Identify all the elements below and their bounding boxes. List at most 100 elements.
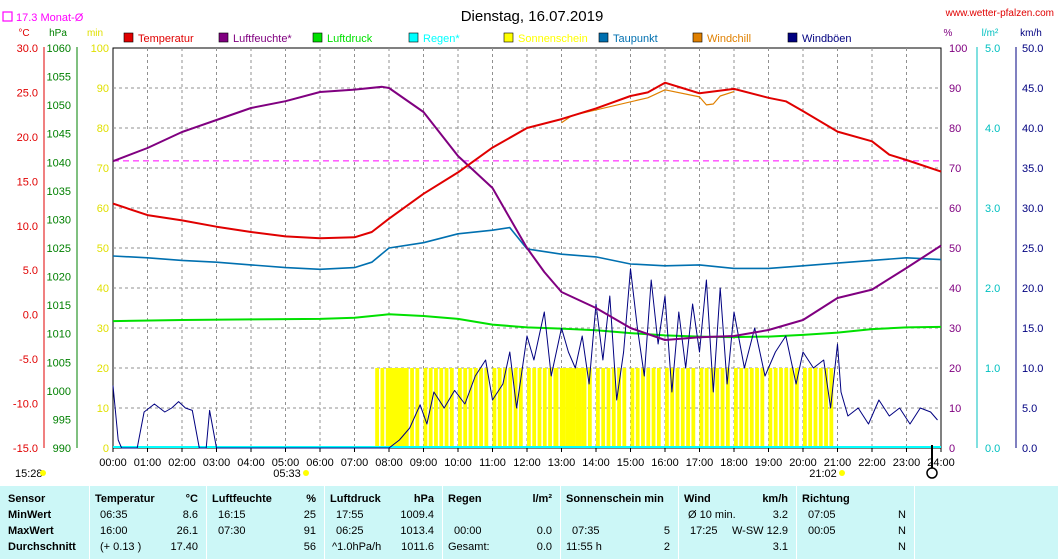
max-wind-value: 12.9 [766,525,788,537]
sunshine-bar [606,368,611,448]
rain-tick-label: 3.0 [985,203,1000,215]
sunshine-bar [725,368,730,448]
sunshine-bar [434,368,438,448]
min-hum-time: 16:15 [218,509,246,521]
x-tick-label: 22:00 [858,457,886,469]
sun-total-hours: 11:55 h [566,541,602,553]
wind-tick-label: 45.0 [1022,83,1043,95]
sunshine-bar [699,368,704,448]
sunshine-bar [404,368,409,448]
rain-unit: l/m² [982,28,999,39]
humidity-line [112,85,942,341]
x-tick-label: 02:00 [168,457,196,469]
legend-swatch [598,32,609,43]
sunshine-bar [665,368,669,448]
min-press-time: 17:55 [336,509,364,521]
pressure-tick-label: 1010 [47,329,71,341]
sunshine-bar [554,368,559,448]
temperature-unit: °C [18,28,29,39]
sunshine-bar [824,368,828,448]
wind-avg-value: 3.2 [772,509,788,521]
monthly-average-label: 17.3 Monat-Ø [16,12,84,24]
sunshine-bar [518,368,523,448]
legend-label: Windchill [707,33,751,45]
header-humidity: Luftfeuchte [212,493,272,505]
sunrise-icon [303,470,309,476]
header-sensor: Sensor [8,493,46,505]
sunshine-bar [720,368,725,448]
legend-label: Temperatur [138,33,194,45]
monthly-average-legend-box [2,11,13,22]
max-hum-value: 91 [303,525,316,537]
sunshine-bar [410,368,414,448]
humidity-tick-label: 10 [949,403,961,415]
sunshine-bar [622,368,627,448]
temperature-tick-label: -15.0 [13,443,38,455]
sunshine-tick-label: 0 [103,443,109,455]
sunshine-bar [380,368,385,448]
legend-swatch [123,32,134,43]
temperature-tick-label: 25.0 [17,87,38,99]
humidity-tick-label: 0 [949,443,955,455]
sunshine-tick-label: 40 [97,283,109,295]
header-pressure: Luftdruck [330,493,381,505]
x-tick-label: 01:00 [134,457,162,469]
wind-tick-label: 40.0 [1022,123,1043,135]
wind-tick-label: 50.0 [1022,43,1043,55]
wind-tick-label: 25.0 [1022,243,1043,255]
pressure-tick-label: 1000 [47,386,71,398]
wind-tick-label: 0.0 [1022,443,1037,455]
chart-series [112,81,942,449]
sunshine-bar [468,368,473,448]
sunshine-bar [548,368,552,448]
column-divider [206,486,207,559]
sunshine-bar [566,368,571,448]
x-tick-label: 10:00 [444,457,472,469]
sunshine-bar [808,368,813,448]
avg-press-value: 1011.6 [401,541,434,553]
sunshine-bar [449,368,454,448]
sunshine-tick-label: 100 [91,43,109,55]
max-rain-time: 00:00 [454,525,482,537]
rain-tick-label: 4.0 [985,123,1000,135]
sunshine-bar [773,368,778,448]
sunshine-bar [675,368,680,448]
sunshine-bar [415,368,420,448]
sunshine-bar [375,368,379,448]
x-tick-label: 00:00 [99,457,127,469]
sunshine-bar [784,368,789,448]
pressure-line [112,313,942,339]
pressure-tick-label: 1040 [47,157,71,169]
temperature-tick-label: 5.0 [23,265,38,277]
legend-swatch [692,32,703,43]
column-divider [914,486,915,559]
sunshine-bar [680,368,685,448]
temperature-tick-label: 20.0 [17,132,38,144]
legend-label: Sonnenschein [518,33,588,45]
x-tick-label: 23:00 [893,457,921,469]
sunshine-tick-label: 50 [97,243,109,255]
temperature-tick-label: -10.0 [13,399,38,411]
x-tick-label: 18:00 [720,457,748,469]
temperature-tick-label: 0.0 [23,310,38,322]
sunshine-bar [734,368,738,448]
wind-unit: km/h [1020,28,1042,39]
humidity-tick-label: 50 [949,243,961,255]
avg-hum-value: 56 [303,541,316,553]
x-tick-label: 14:00 [582,457,610,469]
sunshine-bar [389,368,393,448]
x-tick-label: 05:00 [272,457,300,469]
sunshine-unit: min [87,28,103,39]
sunshine-bar [739,368,744,448]
x-tick-label: 17:00 [686,457,714,469]
legend-swatch [218,32,229,43]
column-divider [796,486,797,559]
site-link[interactable]: www.wetter-pfalzen.com [945,8,1054,19]
header-humidity-unit: % [306,493,316,505]
sunshine-bar [818,368,823,448]
sunshine-bar [582,368,587,448]
header-sunshine: Sonnenschein min [566,493,664,505]
wind-avg-label: Ø 10 min. [688,509,736,521]
wind-tick-label: 30.0 [1022,203,1043,215]
x-tick-label: 24:00 [927,457,955,469]
